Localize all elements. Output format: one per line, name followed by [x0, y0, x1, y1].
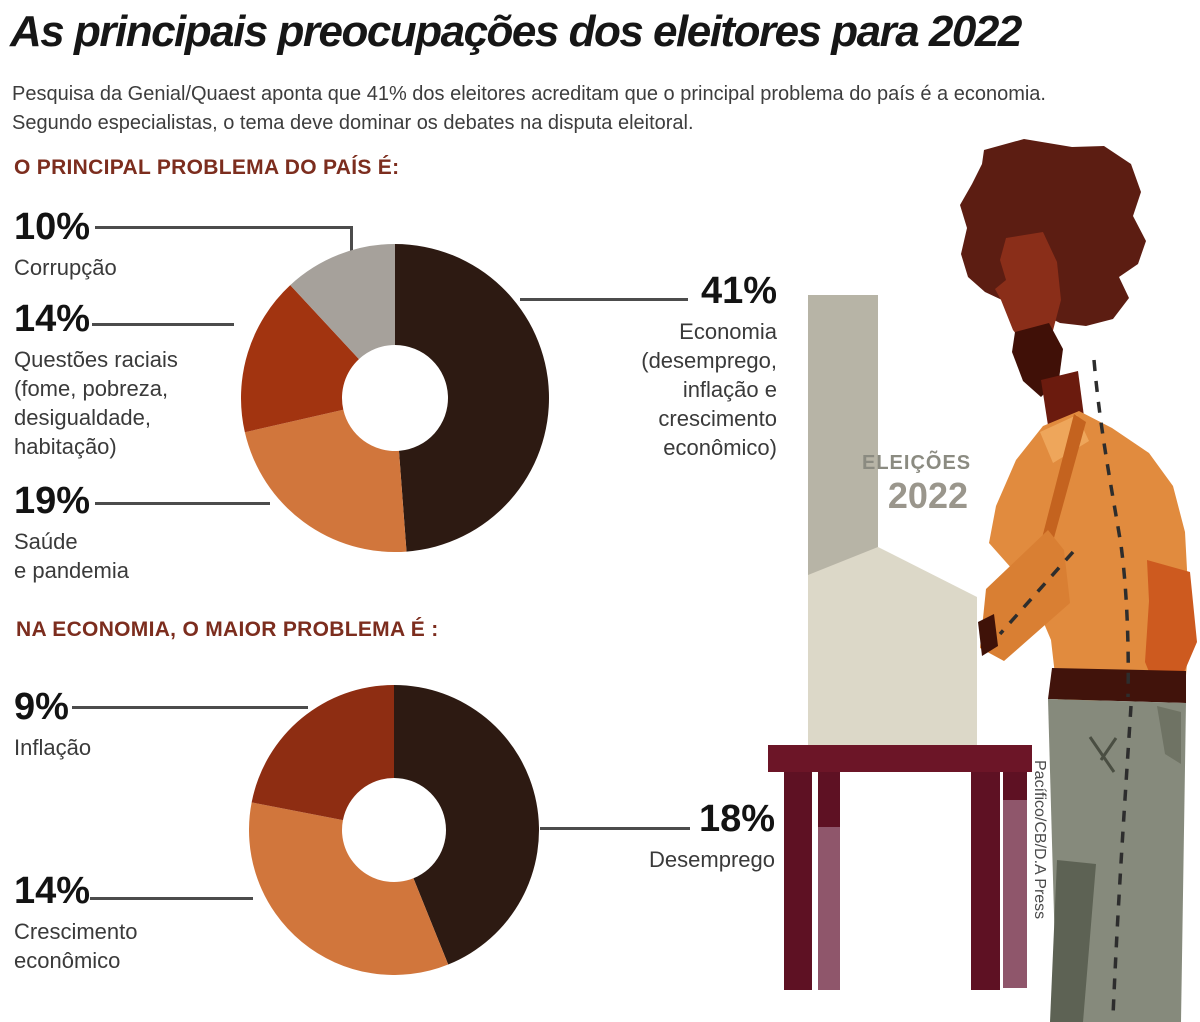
donut-slice — [251, 685, 394, 821]
voter-illustration — [768, 139, 1197, 1022]
table-leg-front-left — [784, 772, 812, 990]
person-sleeve-seam-dashed — [998, 550, 1075, 636]
callout-pct: 19% — [14, 480, 91, 522]
donut-chart-country-problem — [241, 244, 549, 552]
donut-slice — [394, 685, 539, 965]
section-heading-economy-problem: NA ECONOMIA, O MAIOR PROBLEMA É : — [16, 618, 439, 641]
person-arm-sleeve — [980, 530, 1070, 661]
person-shirt-placket — [1042, 414, 1086, 545]
donut-chart-economy-problem — [249, 685, 539, 975]
person-shirt — [989, 411, 1190, 701]
booth-front-panel — [808, 547, 977, 745]
callout-label: Corrupção — [14, 255, 117, 280]
callout-pct: 14% — [14, 870, 91, 912]
table-leg-back-right-top — [1003, 772, 1027, 800]
table-top — [768, 745, 1032, 772]
callout-desemprego: 18% Desemprego — [649, 800, 775, 874]
callout-saude: 19% Saúde e pandemia — [14, 482, 129, 585]
donut-slice — [244, 409, 407, 552]
person-pants-pocket — [1157, 706, 1181, 764]
page-subtitle: Pesquisa da Genial/Quaest aponta que 41%… — [12, 83, 1046, 134]
donut-slice — [395, 244, 549, 552]
leader-line-saude — [95, 502, 270, 505]
leader-line-economia — [520, 298, 688, 301]
callout-corrupcao: 10% Corrupção — [14, 208, 117, 282]
leader-line-inflacao — [72, 706, 308, 709]
booth-caption-eleicoes: ELEIÇÕES — [862, 452, 972, 474]
callout-pct: 18% — [698, 798, 775, 840]
table-leg-back-right — [1003, 772, 1027, 988]
person-pants-shadow — [1050, 860, 1096, 1022]
leader-line-corrupcao — [95, 226, 353, 229]
callout-label: Economia (desemprego, inflação e crescim… — [641, 319, 777, 460]
donut-slice — [249, 802, 449, 975]
leader-line-crescimento — [90, 897, 253, 900]
booth-caption-year: 2022 — [887, 475, 968, 516]
person-sleeve-cuff — [978, 614, 998, 656]
credit-byline: Pacífico/CB/D.A Press — [1031, 760, 1048, 920]
leader-line-corrupcao-elbow — [350, 226, 353, 254]
table-leg-front-right — [971, 772, 1000, 990]
person-pants-pocket-stitch — [1088, 736, 1118, 773]
callout-label: Inflação — [14, 735, 92, 760]
callout-crescimento: 14% Crescimento econômico — [14, 872, 137, 975]
donut-slice — [241, 285, 359, 433]
callout-questoes-raciais: 14% Questões raciais (fome, pobreza, des… — [14, 300, 178, 461]
callout-pct: 10% — [14, 206, 91, 248]
callout-pct: 9% — [14, 686, 69, 728]
page-title: As principais preocupações dos eleitores… — [10, 7, 1022, 56]
callout-label: Crescimento econômico — [14, 919, 138, 973]
callout-label: Questões raciais (fome, pobreza, desigua… — [14, 347, 178, 459]
callout-pct: 14% — [14, 298, 91, 340]
person-pants-seam-dashed — [1111, 705, 1133, 1017]
person-belt — [1048, 668, 1186, 703]
section-heading-country-problem: O PRINCIPAL PROBLEMA DO PAÍS É: — [14, 156, 400, 179]
donut-slice — [290, 244, 395, 360]
table-leg-back-left-top — [818, 772, 840, 827]
callout-inflacao: 9% Inflação — [14, 688, 91, 762]
callout-economia: 41% Economia (desemprego, inflação e cre… — [641, 272, 777, 462]
person-face — [995, 232, 1061, 349]
booth-caption: ELEIÇÕES 2022 — [862, 452, 972, 516]
callout-label: Desemprego — [649, 847, 775, 872]
callout-label: Saúde e pandemia — [14, 529, 129, 583]
leader-line-desemprego — [540, 827, 690, 830]
callout-pct: 41% — [700, 270, 777, 312]
leader-line-questoes — [92, 323, 234, 326]
person-jacket-tail — [1145, 560, 1197, 701]
